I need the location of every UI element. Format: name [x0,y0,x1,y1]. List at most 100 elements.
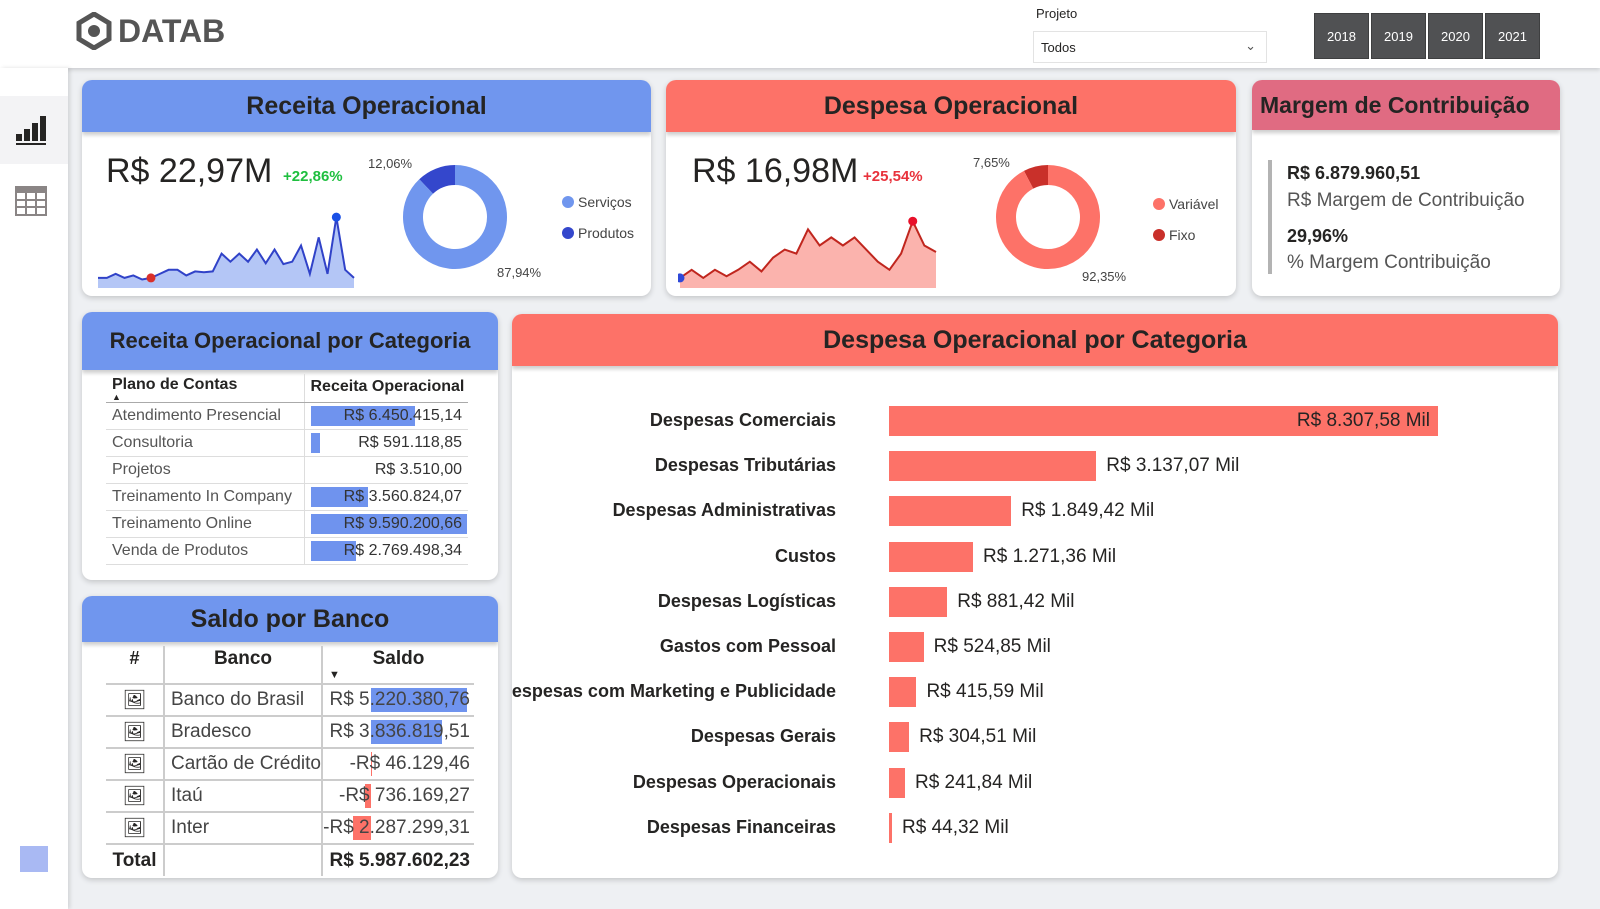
data-label: R$ 1.271,36 Mil [983,545,1117,567]
category-bar[interactable] [889,722,910,753]
sort-ascending-icon: ▲ [112,391,121,402]
table-row[interactable]: 🖼 Itaú -R$ 736.169,27 [106,780,474,813]
bank-logo-icon: 🖼 [106,684,165,717]
year-button-2020[interactable]: 2020 [1428,13,1483,59]
data-bar [310,432,321,453]
category-name: Venda de Produtos [106,537,305,565]
table-row[interactable]: Treinamento In Company R$ 3.560.824,07 [106,483,468,511]
project-value: Todos [1041,40,1076,55]
donut-slice-serviços [403,165,507,269]
despesa-categoria-bar-chart: Despesas Comerciais R$ 8.307,58 Mil Despes… [512,314,1558,878]
category-name: Treinamento In Company [106,483,305,511]
col-saldo[interactable]: Saldo ▼ [322,646,474,685]
receita-categoria-title: Receita Operacional por Categoria [82,312,498,370]
table-row[interactable]: Venda de Produtos R$ 2.769.498,34 [106,537,468,565]
total-label: Total [106,844,165,876]
donut-label-servicos: 87,94% [497,265,542,280]
table-row[interactable]: 🖼 Inter -R$ 2.287.299,31 [106,812,474,845]
data-label: R$ 415,59 Mil [926,681,1044,703]
donut-slice-produtos [419,165,456,195]
data-bar [371,688,467,712]
data-label: R$ 881,42 Mil [957,590,1075,612]
accent-bar [1268,160,1272,274]
legend-produtos[interactable]: Produtos [562,225,634,241]
year-button-2019[interactable]: 2019 [1371,13,1426,59]
saldo-banco-title: Saldo por Banco [82,596,498,642]
legend-servicos[interactable]: Serviços [562,194,632,210]
margem-title: Margem de Contribuição [1252,80,1560,130]
despesa-value: R$ 16,98M [692,152,859,190]
year-button-2021[interactable]: 2021 [1485,13,1540,59]
data-label: R$ 8.307,58 Mil [1296,410,1430,431]
category-name: Consultoria [106,429,305,457]
category-bar[interactable] [889,632,924,662]
category-label: Despesas Logísticas [657,590,836,611]
category-bar[interactable] [889,767,905,798]
bank-balance: R$ 3.836.819,51 [322,716,474,749]
collapse-icon[interactable] [20,846,48,872]
data-label: R$ 3.137,07 Mil [1106,455,1240,477]
donut-label-produtos: 12,06% [368,156,413,171]
col-plano-de-contas[interactable]: Plano de Contas ▲ [106,374,305,403]
category-bar[interactable] [889,586,948,617]
data-bar [310,486,369,507]
table-icon [15,186,47,216]
category-bar[interactable] [889,541,974,572]
data-label: R$ 241,84 Mil [914,771,1033,793]
legend-fixo[interactable]: Fixo [1153,227,1195,243]
despesa-donut [996,165,1100,269]
category-value: R$ 9.590.200,66 [304,510,468,538]
table-row[interactable]: Consultoria R$ 591.118,85 [106,429,468,457]
category-bar[interactable] [889,451,1097,482]
donut-slice-variável [996,165,1100,269]
saldo-banco-card: Saldo por Banco # Banco Saldo ▼ 🖼 Banco d… [82,596,498,878]
data-bar [310,540,356,561]
margem-label: R$ Margem de Contribuição [1287,190,1525,211]
data-bar [353,816,371,840]
category-value: R$ 591.118,85 [304,429,468,457]
table-row[interactable]: Treinamento Online R$ 9.590.200,66 [106,510,468,538]
table-row[interactable]: Projetos R$ 3.510,00 [106,456,468,484]
legend-dot [562,196,574,208]
year-button-2018[interactable]: 2018 [1314,13,1369,59]
despesa-categoria-card: Despesa Operacional por Categoria Despes… [512,314,1558,878]
bank-name: Cartão de Crédito [164,748,323,781]
bank-logo-icon: 🖼 [106,780,165,813]
value-text: -R$ 736.169,27 [339,785,470,806]
col-banco[interactable]: Banco [164,646,323,685]
category-bar[interactable] [889,812,892,843]
legend-variavel[interactable]: Variável [1153,196,1219,212]
category-bar[interactable] [889,496,1012,527]
sidebar-item-dashboard[interactable] [0,96,68,164]
logo-text: DATAB [118,12,226,49]
bank-name: Inter [164,812,323,845]
sidebar-item-table[interactable] [0,168,68,236]
category-value: R$ 3.560.824,07 [304,483,468,511]
table-row[interactable]: 🖼 Banco do Brasil R$ 5.220.380,76 [106,684,474,717]
despesa-title: Despesa Operacional [666,80,1236,132]
min-point [146,273,156,283]
receita-title: Receita Operacional [82,80,651,132]
receita-card: Receita Operacional R$ 22,97M +22,86% 12… [82,80,651,296]
sparkline-area [680,221,936,288]
despesa-card: Despesa Operacional R$ 16,98M +25,54% 7,… [666,80,1236,296]
category-label: Despesas Comerciais [649,410,836,430]
sparkline-line [98,216,355,281]
category-label: Gastos com Pessoal [659,636,836,656]
data-bar [310,513,467,534]
category-name: Projetos [106,456,305,484]
value-text: R$ 9.590.200,66 [343,514,462,532]
table-row[interactable]: 🖼 Bradesco R$ 3.836.819,51 [106,716,474,749]
despesa-change: +25,54% [863,168,923,185]
table-row[interactable]: 🖼 Cartão de Crédito -R$ 46.129,46 [106,748,474,781]
category-value: R$ 6.450.415,14 [304,402,468,430]
max-point [908,216,918,226]
table-row[interactable]: Atendimento Presencial R$ 6.450.415,14 [106,402,468,430]
col-index[interactable]: # [106,646,165,685]
bank-logo-icon: 🖼 [106,812,165,845]
col-receita-operacional[interactable]: Receita Operacional [304,374,468,403]
category-bar[interactable] [889,406,1438,436]
project-dropdown[interactable]: Todos ⌄ [1033,31,1267,63]
category-bar[interactable] [889,677,917,708]
legend-label: Variável [1169,196,1219,212]
